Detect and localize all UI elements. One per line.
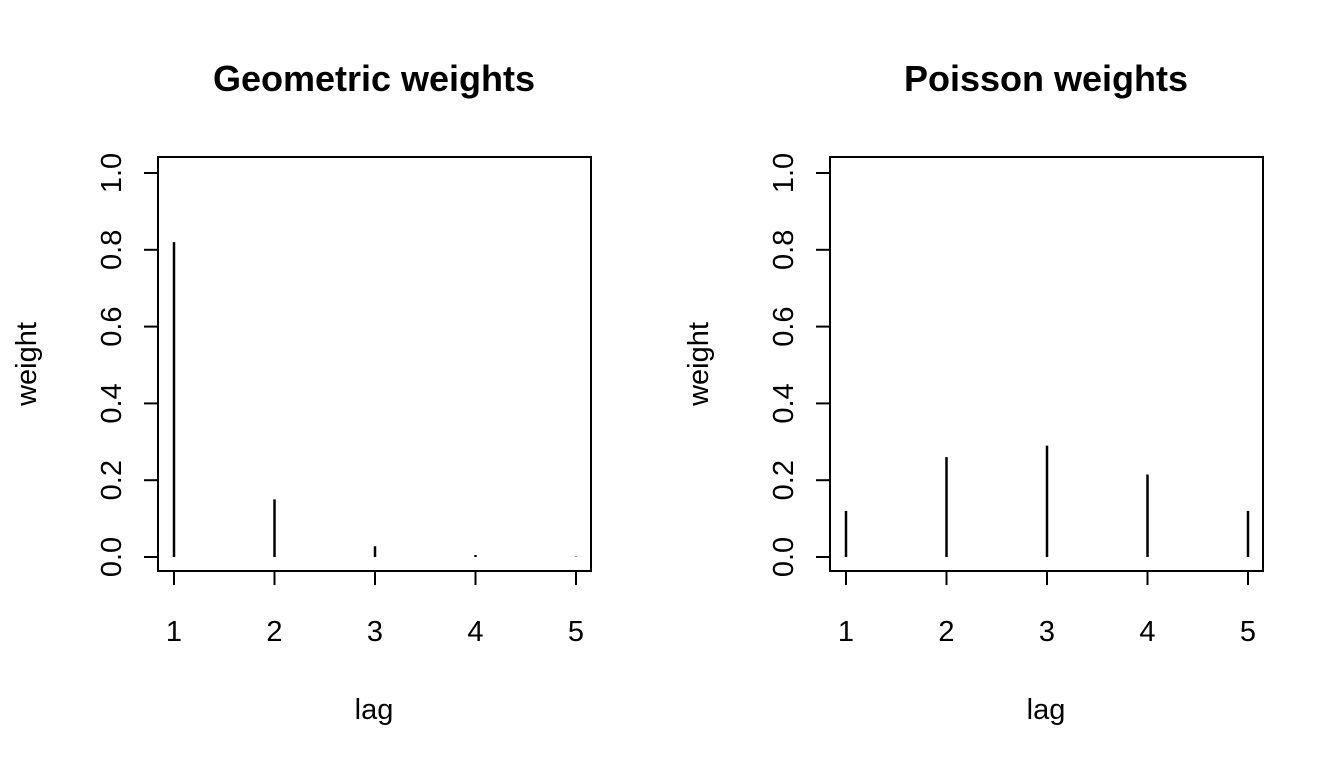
y-axis-label: weight — [11, 322, 43, 407]
y-tick-label: 0.6 — [96, 306, 128, 346]
x-axis-label: lag — [1027, 694, 1066, 726]
y-tick-label: 0.4 — [96, 383, 128, 423]
y-tick-label: 0.8 — [768, 230, 800, 270]
panel-geometric-weights: Geometric weights lag weight 1 2 3 4 5 0.0 0.2… — [11, 58, 592, 726]
y-tick-label: 0.4 — [768, 383, 800, 423]
x-tick-label: 3 — [1039, 616, 1055, 648]
chart-title: Geometric weights — [213, 58, 535, 99]
x-tick-label: 2 — [266, 616, 282, 648]
x-tick-label: 4 — [1139, 616, 1155, 648]
y-tick-label: 0.0 — [768, 537, 800, 577]
plot-frame — [157, 156, 592, 572]
x-tick-label: 5 — [568, 616, 584, 648]
y-tick-label: 1.0 — [768, 153, 800, 193]
x-tick-label: 2 — [938, 616, 954, 648]
y-tick-label: 0.2 — [96, 460, 128, 500]
x-tick-label: 4 — [467, 616, 483, 648]
y-tick-label: 0.6 — [768, 306, 800, 346]
y-axis-label: weight — [683, 322, 715, 407]
chart-title: Poisson weights — [904, 58, 1188, 99]
x-tick-label: 1 — [838, 616, 854, 648]
chart-marks: 1 2 3 4 5 0.0 0.2 0.4 0.6 0.8 1.0 — [768, 153, 1256, 648]
x-tick-label: 3 — [367, 616, 383, 648]
chart-marks: 1 2 3 4 5 0.0 0.2 0.4 0.6 0.8 1.0 — [96, 153, 584, 648]
x-axis-label: lag — [355, 694, 394, 726]
x-tick-label: 5 — [1240, 616, 1256, 648]
y-tick-label: 0.2 — [768, 460, 800, 500]
y-tick-label: 0.0 — [96, 537, 128, 577]
panel-poisson-weights: Poisson weights lag weight 1 2 3 4 5 0.0 0.2 0.… — [683, 58, 1264, 726]
y-tick-label: 0.8 — [96, 230, 128, 270]
x-tick-label: 1 — [166, 616, 182, 648]
y-tick-label: 1.0 — [96, 153, 128, 193]
